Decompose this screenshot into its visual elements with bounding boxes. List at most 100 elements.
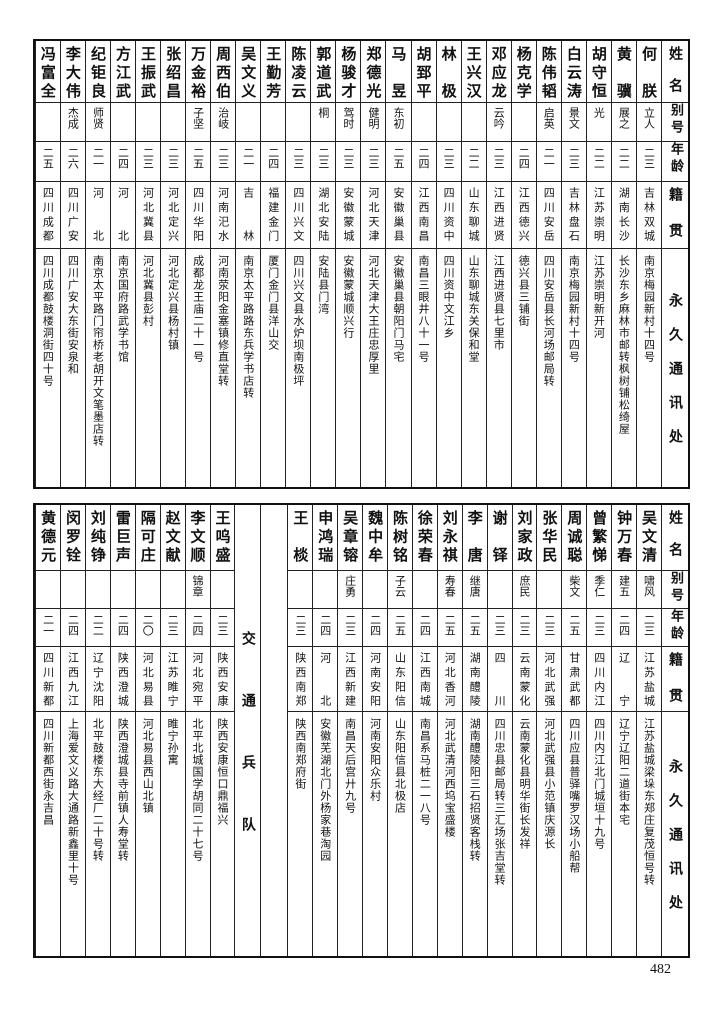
address-cell: 四川新都西街永吉昌: [36, 712, 60, 956]
name-cell: 郑德光: [361, 41, 386, 103]
alias-cell: [36, 571, 61, 609]
name-text: 郭道武: [314, 46, 333, 98]
name-text: 王振武: [139, 46, 158, 98]
alias-cell: [135, 571, 160, 609]
age-cell: 二三: [636, 142, 661, 182]
native-cell: 河北宛平: [185, 647, 210, 712]
name-cell: 杨骏才: [336, 41, 361, 103]
name-text: 万金裕: [189, 46, 208, 98]
native-text: 江苏盐城: [642, 652, 656, 706]
alias-text: 柴文: [567, 575, 581, 597]
age-cell: 二四: [110, 609, 135, 647]
age-text: 二三: [166, 614, 180, 636]
age-text: 二四: [617, 614, 631, 636]
address-text: 河南安阳众乐村: [368, 718, 382, 802]
header-native-text: 籍贯: [667, 652, 683, 702]
age-text: 二五: [392, 147, 405, 169]
age-text: 二四: [418, 614, 432, 636]
native-text: 河北: [116, 187, 130, 241]
native-cell: 江苏睢宁: [160, 647, 185, 712]
native-cell: 安徽巢县: [386, 182, 411, 249]
person-column: 白云涛 景文 二三 吉林盘石 南京梅园新村十四号: [560, 41, 586, 487]
native-cell: 河北: [313, 647, 338, 712]
native-text: 河北: [91, 187, 105, 241]
age-cell: 二三: [160, 609, 185, 647]
name-text: 王棪: [291, 510, 310, 562]
age-cell: 二三: [587, 609, 612, 647]
person-column: 方江武 二四 河北 南京国府路武学书馆: [109, 41, 136, 487]
header-alias-text: 别号: [668, 571, 683, 601]
person-column: 刘永祺 寿春 二五 河北香河 河北武清河西坞宝盛楼: [436, 505, 462, 956]
person-column: 何朕 立人 二三 吉林双城 南京梅园新村十四号: [635, 41, 661, 487]
native-cell: 陕西安康: [210, 647, 235, 712]
address-text: 南昌天后宫廾九号: [343, 718, 357, 814]
name-cell: 吴文义: [236, 41, 261, 103]
native-text: 吉林盘石: [567, 187, 581, 241]
name-cell: 徐荣春: [412, 505, 437, 571]
age-cell: 二一: [536, 142, 561, 182]
native-text: 陕西南郑: [293, 652, 307, 706]
address-cell: 河北冀县彭村: [136, 249, 160, 487]
native-cell: 河北武强: [537, 647, 562, 712]
native-text: 河北宛平: [191, 652, 205, 706]
address-text: 南昌三眼井八十一号: [417, 255, 431, 363]
native-text: 四川广安: [66, 187, 80, 241]
address-cell: 江苏盐城梁垛东郑庄复茂恒号转: [637, 712, 661, 956]
alias-text: 庄勇: [343, 575, 357, 597]
name-cell: 李大伟: [60, 41, 85, 103]
age-cell: 二二: [611, 142, 636, 182]
age-cell: 二一: [85, 142, 110, 182]
age-cell: 二三: [286, 142, 311, 182]
name-text: 王勤芳: [264, 46, 283, 98]
name-text: 杨骏才: [339, 46, 358, 98]
person-column: 雷巨声 二四 陕西澄城 陕西澄城县寺前镇人寿堂转: [109, 505, 135, 956]
address-cell: 安徽蒙城顺兴行: [336, 249, 360, 487]
native-text: 江西南城: [418, 652, 432, 706]
alias-text: 锦章: [191, 575, 205, 597]
address-text: 厦门金门县洋山交: [266, 255, 280, 351]
age-text: 二三: [592, 614, 606, 636]
age-cell: 二三: [512, 609, 537, 647]
address-text: 北平鼓楼东大经厂二十号转: [91, 718, 105, 862]
alias-cell: [35, 103, 60, 142]
name-text: 吴文清: [640, 510, 659, 562]
native-cell: 四川: [487, 647, 512, 712]
person-column: 刘纯铮 二二 辽宁沈阳 北平鼓楼东大经厂二十号转: [84, 505, 110, 956]
alias-cell: [236, 103, 261, 142]
person-column: 张绍昌 二三 河北定兴 河北定兴县杨村镇: [160, 41, 186, 487]
alias-text: 子云: [393, 575, 407, 597]
header-age-text: 年龄: [668, 142, 683, 172]
header-alias-cell: 别号: [662, 103, 688, 142]
native-text: 安徽蒙城: [341, 187, 355, 241]
age-cell: 二六: [60, 142, 85, 182]
name-cell: 邓应龙: [486, 41, 511, 103]
age-text: 二四: [266, 147, 280, 169]
address-text: 四川新都西街永吉昌: [41, 718, 55, 826]
age-cell: 二二: [586, 142, 611, 182]
name-text: 雷巨声: [113, 510, 132, 562]
native-cell: 甘肃武都: [562, 647, 587, 712]
header-address-text: 永久通讯处: [667, 759, 683, 909]
native-text: 四川: [493, 652, 507, 706]
address-text: 南昌系马桩二一八号: [418, 718, 432, 826]
header-age-cell: 年龄: [662, 142, 688, 182]
age-text: 二四: [66, 614, 80, 636]
header-alias-cell: 别号: [662, 571, 688, 609]
person-column: 黄骥 展之 二二 湖南长沙 长沙东乡麻林市邮转枫树铺松绮屋: [610, 41, 636, 487]
person-column: 李文顺 锦章 二四 河北宛平 北平北城国学胡同二十七号: [184, 505, 210, 956]
age-cell: 二三: [211, 142, 236, 182]
age-cell: 二三: [436, 142, 461, 182]
alias-cell: 啸风: [637, 571, 661, 609]
native-text: 安徽巢县: [392, 187, 405, 241]
name-cell: 万金裕: [186, 41, 211, 103]
native-cell: 河北: [85, 182, 110, 249]
age-cell: 二五: [562, 609, 587, 647]
address-text: 江苏盐城梁垛东郑庄复茂恒号转: [642, 718, 656, 886]
name-cell: 王兴汉: [461, 41, 486, 103]
header-address-text: 永久通讯处: [667, 293, 683, 443]
native-text: 湖南长沙: [617, 187, 631, 241]
age-cell: 二三: [288, 609, 313, 647]
name-cell: 纪钜良: [85, 41, 110, 103]
address-cell: 江西进贤县七里市: [487, 249, 511, 487]
person-column: 李唐 继唐 二五 湖南醴陵 湖南醴陵阳三石招贤客栈转: [461, 505, 487, 956]
